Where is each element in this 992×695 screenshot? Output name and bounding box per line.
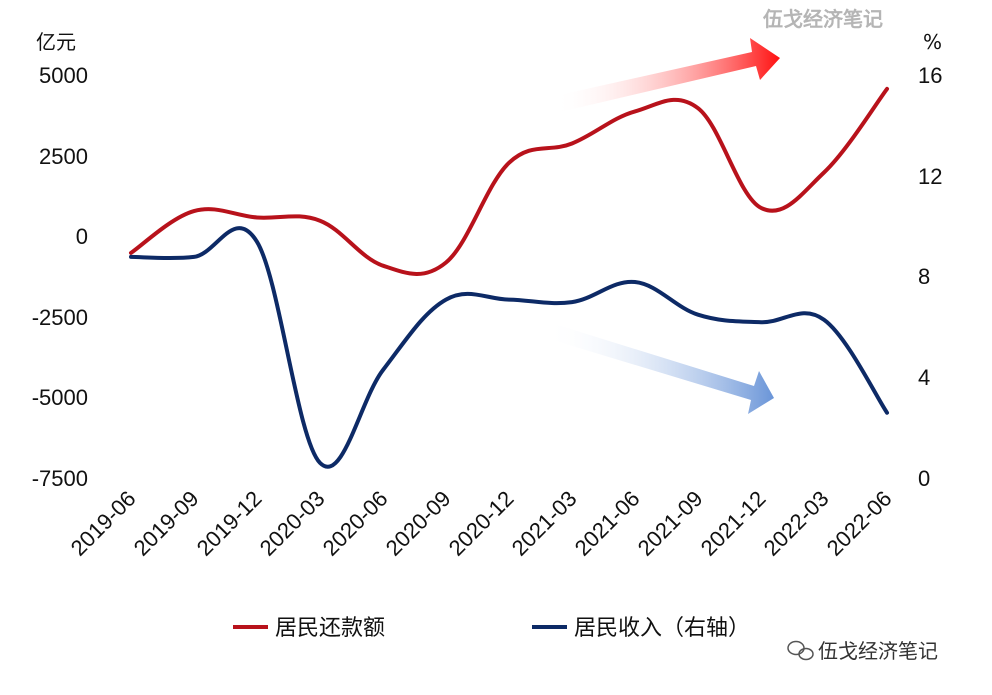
trend-arrow-up xyxy=(555,38,780,112)
left-tick: 5000 xyxy=(39,63,88,88)
series-line-income xyxy=(129,226,889,469)
x-tick-label: 2019-06 xyxy=(66,486,141,561)
watermark-top: 伍戈经济笔记 xyxy=(762,7,883,31)
watermark-bottom-text: 伍戈经济笔记 xyxy=(818,639,938,663)
x-tick-label: 2019-12 xyxy=(192,486,267,561)
right-axis-unit: % xyxy=(923,30,942,54)
right-tick: 16 xyxy=(918,63,942,88)
x-tick-label: 2022-06 xyxy=(822,486,897,561)
x-tick-label: 2021-09 xyxy=(633,486,708,561)
right-tick: 0 xyxy=(918,466,930,491)
x-tick-label: 2021-12 xyxy=(696,486,771,561)
right-axis-ticks: 16 12 8 4 0 xyxy=(918,63,942,491)
legend-label-income: 居民收入（右轴） xyxy=(574,616,750,641)
left-tick: 0 xyxy=(76,224,88,249)
left-tick: -7500 xyxy=(32,466,88,491)
right-tick: 4 xyxy=(918,365,930,390)
right-tick: 12 xyxy=(918,164,942,189)
left-axis-unit: 亿元 xyxy=(36,30,76,54)
x-axis-ticks: 2019-062019-092019-122020-032020-062020-… xyxy=(66,486,897,561)
wechat-icon xyxy=(787,640,814,661)
x-tick-label: 2022-03 xyxy=(759,486,834,561)
left-axis-ticks: 5000 2500 0 -2500 -5000 -7500 xyxy=(32,63,88,491)
x-tick-label: 2020-12 xyxy=(444,486,519,561)
left-tick: -2500 xyxy=(32,305,88,330)
series-line-repayment xyxy=(129,86,889,276)
right-tick: 8 xyxy=(918,264,930,289)
x-tick-label: 2020-09 xyxy=(381,486,456,561)
left-tick: 2500 xyxy=(39,144,88,169)
left-tick: -5000 xyxy=(32,385,88,410)
x-tick-label: 2019-09 xyxy=(129,486,204,561)
x-tick-label: 2021-03 xyxy=(507,486,582,561)
x-tick-label: 2021-06 xyxy=(570,486,645,561)
trend-arrow-down xyxy=(546,322,774,414)
watermark-bottom: 伍戈经济笔记 xyxy=(787,639,938,663)
x-tick-label: 2020-06 xyxy=(318,486,393,561)
legend-label-repayment: 居民还款额 xyxy=(275,616,385,641)
legend: 居民还款额 居民收入（右轴） xyxy=(233,616,750,641)
x-tick-label: 2020-03 xyxy=(255,486,330,561)
